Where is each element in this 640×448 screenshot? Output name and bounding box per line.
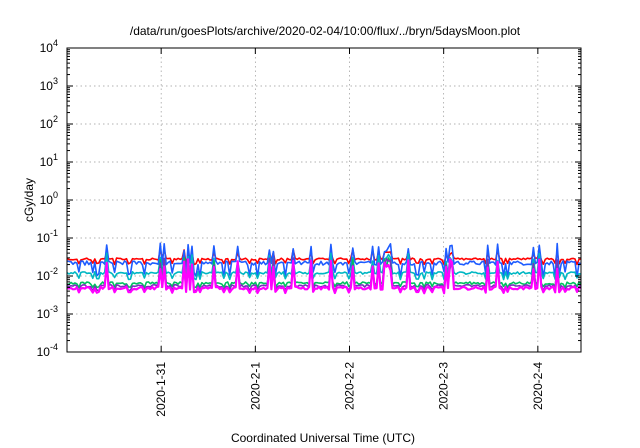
series-line [66, 242, 582, 279]
x-tick-label: 2020-2-4 [531, 362, 545, 410]
x-tick-label: 2020-1-31 [154, 362, 168, 417]
y-tick-label: 10-1 [37, 228, 58, 245]
y-tick-label: 100 [40, 190, 58, 207]
series-line [66, 248, 582, 266]
y-tick-label: 10-3 [37, 304, 58, 321]
x-axis-label: Coordinated Universal Time (UTC) [231, 431, 415, 445]
series-line [66, 258, 582, 295]
series-group [66, 242, 582, 295]
series-line [66, 252, 582, 281]
y-axis-label: cGy/day [22, 178, 36, 222]
y-tick-label: 103 [40, 76, 58, 93]
x-tick-label: 2020-2-1 [248, 362, 262, 410]
chart-title: /data/run/goesPlots/archive/2020-02-04/1… [130, 24, 521, 38]
y-tick-label: 102 [40, 114, 58, 131]
y-axis: 10-4 10-3 10-2 10-1 100 101 102 103 104 [37, 38, 581, 359]
x-tick-label: 2020-2-2 [343, 362, 357, 410]
x-axis: 2020-1-31 2020-2-1 2020-2-2 2020-2-3 2020-2-… [154, 48, 545, 417]
y-tick-label: 101 [40, 152, 58, 169]
x-tick-label: 2020-2-3 [437, 362, 451, 410]
grid [67, 48, 581, 352]
y-tick-label: 10-4 [37, 342, 58, 359]
y-tick-label: 10-2 [37, 266, 58, 283]
y-tick-label: 104 [40, 38, 58, 55]
